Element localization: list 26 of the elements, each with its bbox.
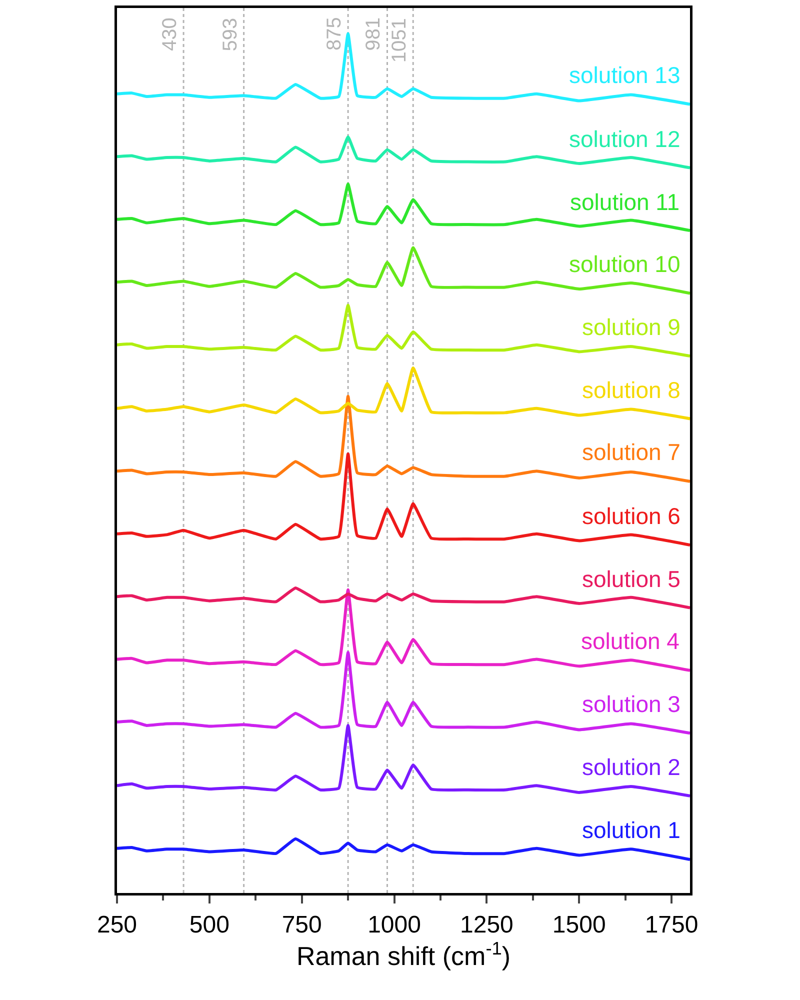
ref-line-label: 430 [159,18,182,52]
x-tick-label: 1750 [644,911,698,938]
ref-line-label: 875 [324,17,346,51]
ref-line-label: 593 [219,18,242,52]
x-axis-title: Raman shift (cm$^{-1}$) [296,938,511,972]
series-label: solution 7 [582,439,680,465]
series-label: solution 8 [582,377,680,403]
x-tick-label: 1000 [368,911,421,938]
ref-line-label: 1051 [388,18,411,63]
x-tick-label: 500 [189,911,230,938]
series-label: solution 2 [582,754,680,780]
series-label: solution 1 [582,817,680,843]
series-label: solution 6 [582,503,680,529]
x-tick-label: 750 [282,911,322,938]
series-label: solution 11 [570,189,680,215]
series-label: solution 10 [569,251,680,277]
series-label: solution 4 [581,628,680,654]
x-tick-label: 250 [96,911,138,938]
series-label: solution 12 [569,126,680,152]
series-label: solution 5 [582,566,680,592]
x-tick-label: 1500 [552,911,606,938]
series-label: solution 9 [582,314,680,340]
series-label: solution 13 [569,62,680,88]
series-label: solution 3 [582,691,680,717]
ref-line-label: 981 [362,17,385,51]
x-tick-label: 1250 [460,911,514,938]
